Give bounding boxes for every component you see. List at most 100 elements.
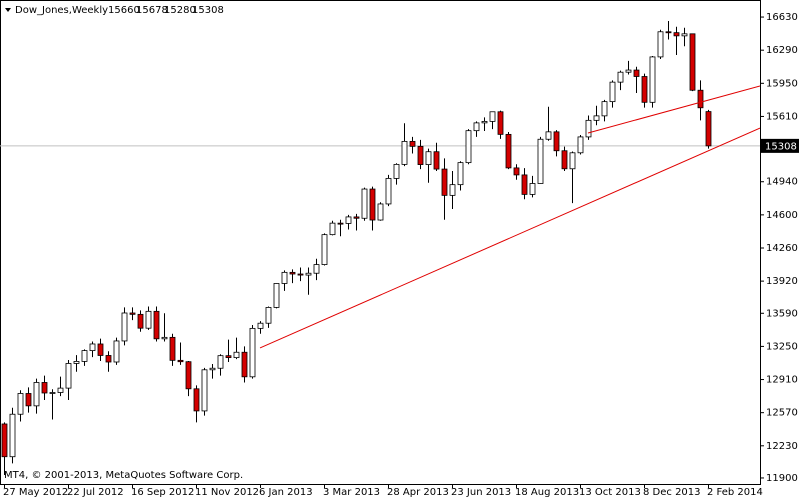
candle-body	[337, 222, 344, 225]
candle-body	[641, 76, 648, 103]
candle-body	[33, 382, 40, 407]
candle-body	[129, 312, 136, 315]
candle-body	[265, 307, 272, 324]
header-open: 15660	[108, 5, 140, 16]
candle-body	[489, 111, 496, 122]
x-tick-label: 11 Nov 2012	[195, 487, 259, 498]
candle-body	[625, 69, 632, 73]
candle-body	[497, 111, 504, 135]
candle-body	[81, 350, 88, 362]
trend-line	[587, 85, 760, 134]
candle-body	[153, 310, 160, 340]
candle-body	[569, 152, 576, 170]
candle-body	[49, 392, 56, 394]
candle-body	[561, 150, 568, 170]
candle-body	[673, 32, 680, 37]
x-tick-label: 28 Apr 2013	[387, 487, 449, 498]
candle-body	[169, 336, 176, 361]
candle-body	[649, 56, 656, 103]
plot	[0, 20, 760, 476]
candle-body	[17, 393, 24, 415]
candle-body	[593, 115, 600, 121]
candle-body	[313, 264, 320, 274]
y-tick-label: 13250	[766, 341, 798, 352]
candle-body	[377, 203, 384, 221]
candle-body	[585, 119, 592, 138]
candle-body	[353, 216, 360, 219]
candle-body	[513, 167, 520, 176]
y-tick-label: 14600	[766, 210, 798, 221]
header-high: 15678	[136, 5, 168, 16]
candle-body	[57, 387, 64, 393]
candle-body	[401, 140, 408, 165]
y-tick-label: 12230	[766, 441, 798, 452]
y-tick-label: 12910	[766, 375, 798, 386]
y-tick-label: 16290	[766, 45, 798, 56]
candle-body	[113, 340, 120, 363]
candle-body	[65, 363, 72, 389]
candle-body	[553, 131, 560, 152]
plot-frame	[0, 0, 761, 485]
candle-body	[233, 351, 240, 359]
candle-body	[9, 413, 16, 458]
candle-body	[537, 138, 544, 184]
candle-body	[201, 369, 208, 412]
candle-body	[145, 310, 152, 329]
candle-body	[73, 361, 80, 364]
x-tick-label: 3 Mar 2013	[323, 487, 380, 498]
candle-body	[225, 355, 232, 359]
candle-body	[577, 136, 584, 154]
candle-body	[449, 184, 456, 196]
candle-body	[609, 81, 616, 103]
candle-body	[457, 162, 464, 186]
copyright: MT4, © 2001-2013, MetaQuotes Software Co…	[4, 470, 243, 481]
candle-body	[665, 31, 672, 34]
candle-body	[417, 145, 424, 165]
candle-body	[521, 174, 528, 195]
candle-body	[465, 130, 472, 164]
y-tick-label: 15610	[766, 111, 798, 122]
candle-body	[321, 234, 328, 265]
candle-body	[1, 423, 8, 458]
candle-body	[249, 327, 256, 378]
candle-body	[177, 359, 184, 363]
candle-body	[41, 382, 48, 394]
candle-body	[369, 188, 376, 221]
candle-body	[385, 178, 392, 205]
candle-body	[529, 183, 536, 195]
x-tick-label: 27 May 2012	[3, 487, 68, 498]
candle-body	[393, 163, 400, 179]
candle-body	[257, 322, 264, 329]
candle-body	[433, 151, 440, 170]
candle-body	[681, 33, 688, 37]
price-label: 15308	[765, 141, 797, 152]
candle-body	[297, 273, 304, 276]
x-tick-label: 13 Oct 2013	[579, 487, 641, 498]
y-tick-label: 13920	[766, 276, 798, 287]
candle-body	[281, 271, 288, 284]
x-tick-label: 16 Sep 2012	[131, 487, 194, 498]
candle-body	[193, 388, 200, 412]
candle-body	[289, 271, 296, 275]
candle-body	[697, 89, 704, 109]
candle-body	[137, 313, 144, 329]
y-tick-label: 12570	[766, 408, 798, 419]
candle-body	[97, 343, 104, 356]
candle-body	[329, 222, 336, 236]
trend-line	[259, 127, 760, 349]
candle-body	[273, 283, 280, 308]
x-tick-label: 2 Feb 2014	[707, 487, 763, 498]
candle-body	[121, 312, 128, 342]
candle-body	[89, 343, 96, 352]
x-tick-label: 23 Jun 2013	[451, 487, 511, 498]
x-tick-label: 18 Aug 2013	[515, 487, 579, 498]
candle-body	[545, 131, 552, 140]
candle-body	[217, 355, 224, 369]
symbol: Dow_Jones,Weekly	[15, 5, 108, 16]
candle-body	[241, 351, 248, 378]
candle-body	[705, 111, 712, 147]
candle-body	[209, 367, 216, 371]
candle-body	[25, 393, 32, 407]
y-tick-label: 15950	[766, 78, 798, 89]
